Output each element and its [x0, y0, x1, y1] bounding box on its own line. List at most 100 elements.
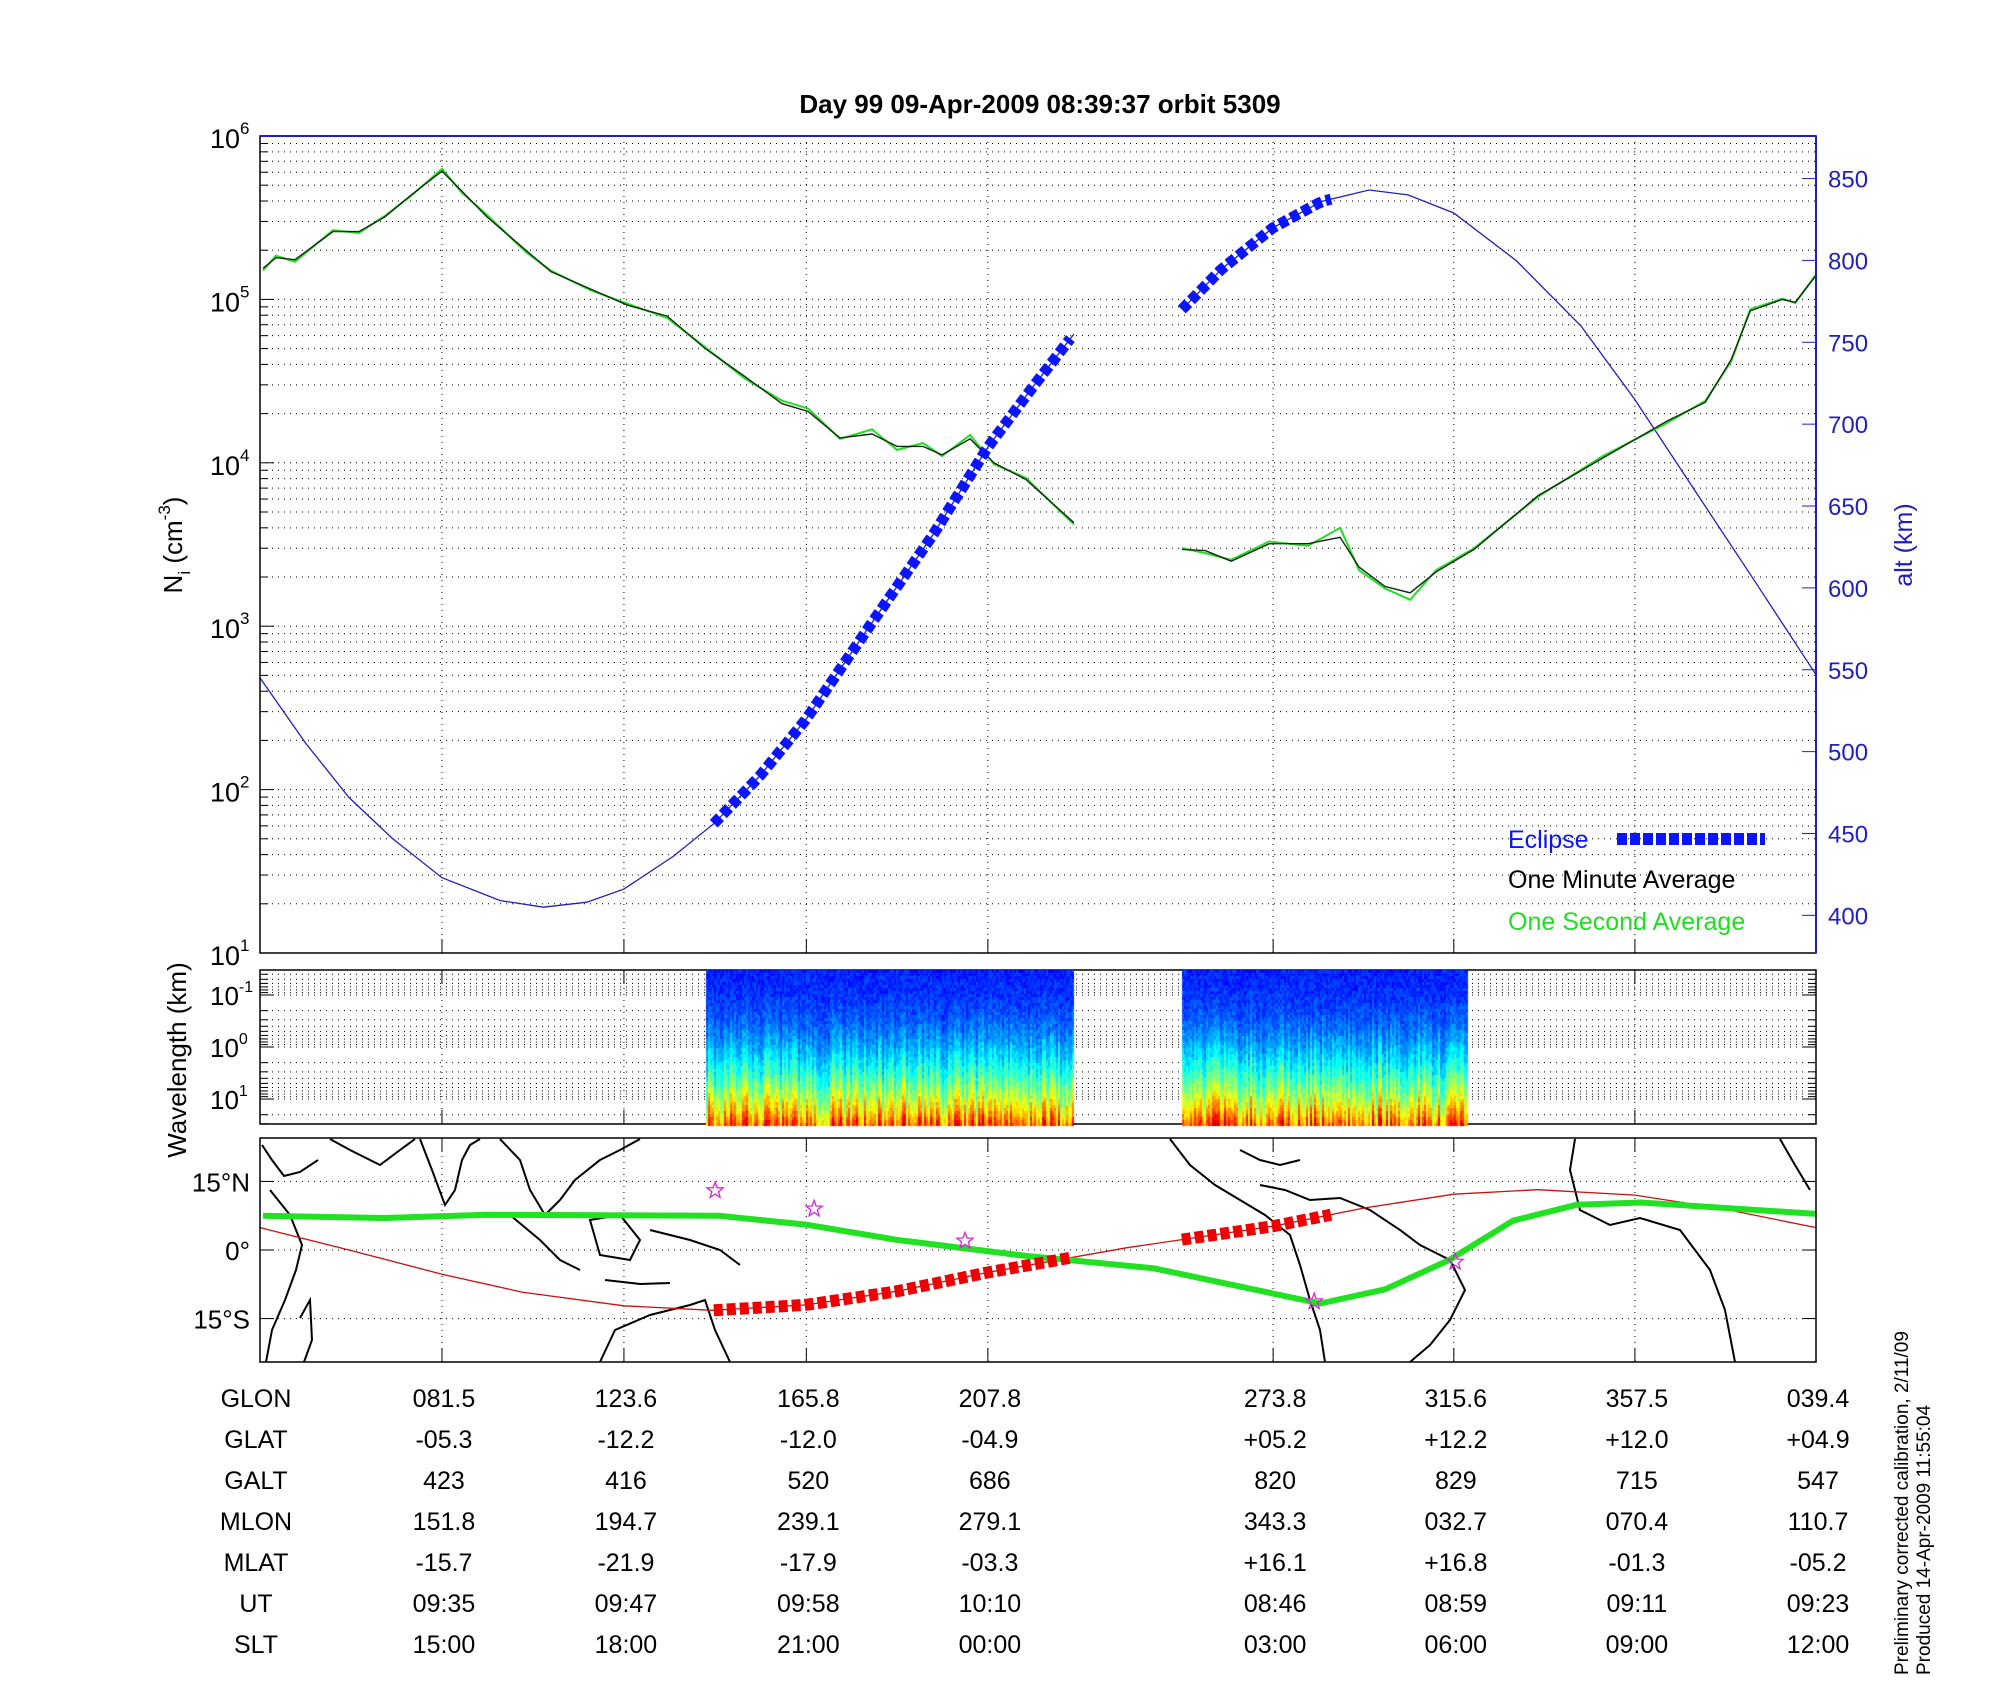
alt-tick-label: 550: [1828, 658, 1868, 685]
station-star-icon: [804, 1198, 825, 1218]
ni-tick-base: 10: [210, 451, 240, 481]
table-row-label: GALT: [224, 1467, 287, 1495]
eclipse-segment: [1177, 193, 1333, 314]
table-cell: -03.3: [961, 1549, 1018, 1577]
table-cell: 165.8: [777, 1385, 840, 1413]
table-cell: 273.8: [1244, 1385, 1307, 1413]
eclipse-segment: [709, 335, 1075, 828]
table-cell: 10:10: [959, 1590, 1022, 1618]
table-cell: 357.5: [1606, 1385, 1669, 1413]
table-cell: -12.2: [597, 1426, 654, 1454]
table-row-label: SLT: [234, 1631, 278, 1659]
table-cell: -05.3: [415, 1426, 472, 1454]
lat-tick-label: 15°S: [193, 1305, 250, 1335]
table-cell: 194.7: [595, 1508, 658, 1536]
legend-eclipse-label: Eclipse: [1508, 826, 1589, 854]
wavelength-tick-base: 10: [210, 1085, 239, 1115]
table-cell: -21.9: [597, 1549, 654, 1577]
table-cell: -15.7: [415, 1549, 472, 1577]
calibration-note: Preliminary corrected calibration, 2/11/…: [1892, 1331, 1913, 1675]
coastline-southeast-asia: [499, 1138, 741, 1286]
alt-tick-label: 450: [1828, 821, 1868, 848]
table-cell: 715: [1616, 1467, 1658, 1495]
wavelength-tick-exp: 1: [239, 1083, 248, 1100]
dip-equator-line: [262, 1199, 1817, 1307]
table-cell: 08:46: [1244, 1590, 1307, 1618]
table-cell: 21:00: [777, 1631, 840, 1659]
table-cell: 08:59: [1425, 1590, 1488, 1618]
coastline-africa-west: [1568, 1138, 1811, 1363]
table-cell: 00:00: [959, 1631, 1022, 1659]
wavelength-tick-exp: -1: [239, 979, 253, 996]
table-cell: +16.1: [1243, 1549, 1306, 1577]
alt-axis-label: alt (km): [1890, 503, 1918, 586]
ni-tick-label: 103: [210, 609, 250, 644]
ni-tick-exp: 3: [240, 609, 249, 628]
table-cell: 09:00: [1606, 1631, 1669, 1659]
table-cell: 070.4: [1606, 1508, 1669, 1536]
table-cell: -12.0: [780, 1426, 837, 1454]
alt-tick-label: 850: [1828, 167, 1868, 194]
spectrogram-frame: [259, 969, 1817, 1125]
map-frame: [259, 1137, 1817, 1363]
table-cell: 09:23: [1787, 1590, 1850, 1618]
legend-one-minute-label: One Minute Average: [1508, 866, 1735, 894]
ni-tick-base: 10: [210, 614, 240, 644]
alt-tick-label: 650: [1828, 494, 1868, 521]
ni-tick-label: 105: [210, 282, 250, 317]
table-row-label: MLON: [220, 1508, 292, 1536]
table-cell: 239.1: [777, 1508, 840, 1536]
table-cell: -04.9: [961, 1426, 1018, 1454]
lat-tick-label: 15°N: [192, 1167, 250, 1197]
ni-tick-base: 10: [210, 778, 240, 808]
grid-lines: [260, 136, 1817, 1362]
altitude-line: [1181, 189, 1817, 676]
altitude-line: [259, 333, 1075, 908]
legend-one-second-label: One Second Average: [1508, 908, 1745, 936]
table-cell: +04.9: [1786, 1426, 1849, 1454]
track-eclipse-segment: [713, 1251, 1072, 1317]
ni-label-exp: -3: [155, 505, 174, 520]
wavelength-tick-base: 10: [210, 1033, 239, 1063]
table-cell: 151.8: [413, 1508, 476, 1536]
table-cell: 416: [605, 1467, 647, 1495]
table-cell: +16.8: [1424, 1549, 1487, 1577]
alt-tick-label: 500: [1828, 740, 1868, 767]
ni-tick-base: 10: [210, 941, 240, 971]
alt-tick-label: 800: [1828, 248, 1868, 275]
table-cell: +12.0: [1605, 1426, 1668, 1454]
wavelength-tick-label: 100: [210, 1031, 248, 1063]
ni-label-unit: (cm: [158, 520, 188, 571]
ni-tick-base: 10: [210, 287, 240, 317]
wavelength-tick-label: 10-1: [210, 979, 253, 1011]
table-cell: 520: [787, 1467, 829, 1495]
coastline-australia: [599, 1298, 731, 1363]
one-second-average-line: [1181, 273, 1817, 602]
ni-axis-label: Ni (cm-3): [155, 497, 194, 594]
table-cell: 820: [1254, 1467, 1296, 1495]
table-cell: 18:00: [595, 1631, 658, 1659]
table-cell: 03:00: [1244, 1631, 1307, 1659]
ni-tick-exp: 1: [240, 936, 249, 955]
ni-label-close: ): [158, 497, 188, 506]
ni-tick-base: 10: [210, 124, 240, 154]
ni-tick-label: 104: [210, 446, 250, 481]
one-minute-average-line: [1181, 275, 1817, 594]
table-cell: 12:00: [1787, 1631, 1850, 1659]
table-cell: 829: [1435, 1467, 1477, 1495]
table-cell: 09:11: [1607, 1590, 1668, 1618]
table-cell: 686: [969, 1467, 1011, 1495]
table-cell: 09:47: [595, 1590, 658, 1618]
table-cell: 081.5: [413, 1385, 476, 1413]
ni-tick-label: 106: [210, 119, 250, 154]
table-cell: +05.2: [1243, 1426, 1306, 1454]
ni-label-main: N: [158, 575, 188, 594]
ni-tick-exp: 2: [240, 773, 249, 792]
wavelength-tick-base: 10: [210, 981, 239, 1011]
table-cell: 123.6: [595, 1385, 658, 1413]
table-cell: -17.9: [780, 1549, 837, 1577]
table-cell: 547: [1797, 1467, 1839, 1495]
table-row-label: GLAT: [224, 1426, 287, 1454]
table-cell: 207.8: [959, 1385, 1022, 1413]
